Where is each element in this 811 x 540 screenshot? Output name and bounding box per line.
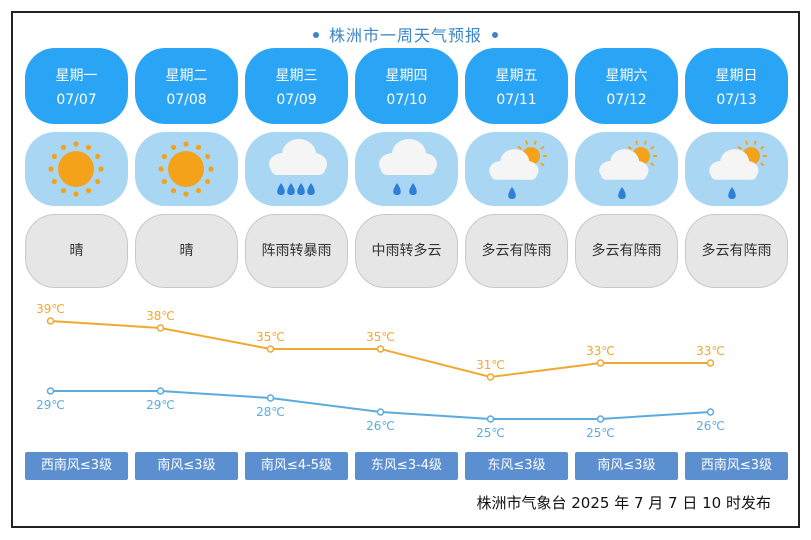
date-label: 07/10 xyxy=(386,92,427,108)
cloud-sun-rain-icon xyxy=(709,140,767,199)
weather-desc-card: 多云有阵雨 xyxy=(685,214,788,288)
low-temp-label: 25℃ xyxy=(476,426,505,440)
sun-icon xyxy=(48,141,104,197)
low-temp-point xyxy=(706,408,715,416)
weather-desc-card: 晴 xyxy=(135,214,238,288)
high-temp-label: 39℃ xyxy=(36,302,65,316)
wind-label: 南风≤3级 xyxy=(135,452,238,480)
low-temp-label: 29℃ xyxy=(146,398,175,412)
cloud-sun-rain-icon xyxy=(599,140,657,199)
heavy-rain-icon xyxy=(269,139,327,195)
day-column: 星期二 07/08 晴 xyxy=(135,48,238,288)
weather-desc-card: 多云有阵雨 xyxy=(465,214,568,288)
weekday-label: 星期二 xyxy=(165,68,208,84)
day-header-card: 星期四 07/10 xyxy=(355,48,458,124)
date-label: 07/08 xyxy=(166,92,207,108)
weekday-label: 星期一 xyxy=(55,68,98,84)
weather-desc-card: 阵雨转暴雨 xyxy=(245,214,348,288)
day-column: 星期四 07/10 中雨转多云 xyxy=(355,48,458,288)
moderate-rain-icon xyxy=(379,139,437,195)
low-temp-label: 29℃ xyxy=(36,398,65,412)
date-label: 07/13 xyxy=(716,92,757,108)
weather-icon-card xyxy=(465,132,568,206)
date-label: 07/09 xyxy=(276,92,317,108)
high-temp-point xyxy=(376,345,385,353)
weather-icon-card xyxy=(25,132,128,206)
weather-desc-card: 多云有阵雨 xyxy=(575,214,678,288)
weekday-label: 星期四 xyxy=(385,68,428,84)
low-temp-point xyxy=(596,415,605,423)
weather-icon-card xyxy=(135,132,238,206)
sun-icon xyxy=(158,141,214,197)
high-temp-label: 33℃ xyxy=(586,344,615,358)
weather-icon-card xyxy=(685,132,788,206)
title-dot-right xyxy=(492,32,498,38)
low-temp-point xyxy=(156,387,165,395)
weather-desc-card: 中雨转多云 xyxy=(355,214,458,288)
temperature-chart: 39℃ 38℃ 35℃ 35℃ 31℃ 33℃ 33℃ 29℃ 29℃ 28℃ 26℃ 25℃ 25℃ 2… xyxy=(36,302,725,440)
high-temp-point xyxy=(596,359,605,367)
high-temp-label: 31℃ xyxy=(476,358,505,372)
wind-label: 东风≤3级 xyxy=(465,452,568,480)
wind-label: 西南风≤3级 xyxy=(25,452,128,480)
low-temp-point xyxy=(376,408,385,416)
day-column: 星期日 07/13 多云有阵雨 xyxy=(685,48,788,288)
wind-label: 南风≤4-5级 xyxy=(245,452,348,480)
high-temp-label: 35℃ xyxy=(366,330,395,344)
day-header-card: 星期一 07/07 xyxy=(25,48,128,124)
low-temp-label: 26℃ xyxy=(696,419,725,433)
high-temp-point xyxy=(706,359,715,367)
high-temp-point xyxy=(46,317,55,325)
day-header-card: 星期六 07/12 xyxy=(575,48,678,124)
day-column: 星期一 07/07 晴 xyxy=(25,48,128,288)
day-header-card: 星期五 07/11 xyxy=(465,48,568,124)
low-temp-point xyxy=(486,415,495,423)
high-temp-point xyxy=(266,345,275,353)
title-text: 株洲市一周天气预报 xyxy=(328,26,482,45)
high-temp-label: 38℃ xyxy=(146,309,175,323)
wind-label: 东风≤3-4级 xyxy=(355,452,458,480)
wind-label: 西南风≤3级 xyxy=(685,452,788,480)
weather-icon-card xyxy=(355,132,458,206)
weather-icon-card xyxy=(245,132,348,206)
low-temp-point xyxy=(46,387,55,395)
high-temp-label: 33℃ xyxy=(696,344,725,358)
high-temp-point xyxy=(486,373,495,381)
publish-note: 株洲市气象台 2025 年 7 月 7 日 10 时发布 xyxy=(476,494,772,512)
page-title: 株洲市一周天气预报 xyxy=(0,22,811,46)
date-label: 07/07 xyxy=(56,92,97,108)
title-dot-left xyxy=(312,32,319,38)
date-label: 07/12 xyxy=(606,92,647,108)
weekday-label: 星期六 xyxy=(605,68,648,84)
low-temp-point xyxy=(266,394,275,402)
day-column: 星期五 07/11 多云有阵雨 xyxy=(465,48,568,288)
high-temp-point xyxy=(156,324,165,332)
day-header-card: 星期三 07/09 xyxy=(245,48,348,124)
weekday-label: 星期五 xyxy=(495,68,538,84)
low-temp-label: 25℃ xyxy=(586,426,615,440)
high-temp-label: 35℃ xyxy=(256,330,285,344)
low-temp-label: 26℃ xyxy=(366,419,395,433)
date-label: 07/11 xyxy=(496,92,537,108)
weather-icon-card xyxy=(575,132,678,206)
weather-desc-card: 晴 xyxy=(25,214,128,288)
day-column: 星期六 07/12 多云有阵雨 xyxy=(575,48,678,288)
weekday-label: 星期日 xyxy=(715,68,758,84)
day-header-card: 星期日 07/13 xyxy=(685,48,788,124)
wind-label: 南风≤3级 xyxy=(575,452,678,480)
cloud-sun-rain-icon xyxy=(489,140,547,199)
low-temp-label: 28℃ xyxy=(256,405,285,419)
day-column: 星期三 07/09 阵雨转暴雨 xyxy=(245,48,348,288)
weekday-label: 星期三 xyxy=(275,68,318,84)
day-header-card: 星期二 07/08 xyxy=(135,48,238,124)
